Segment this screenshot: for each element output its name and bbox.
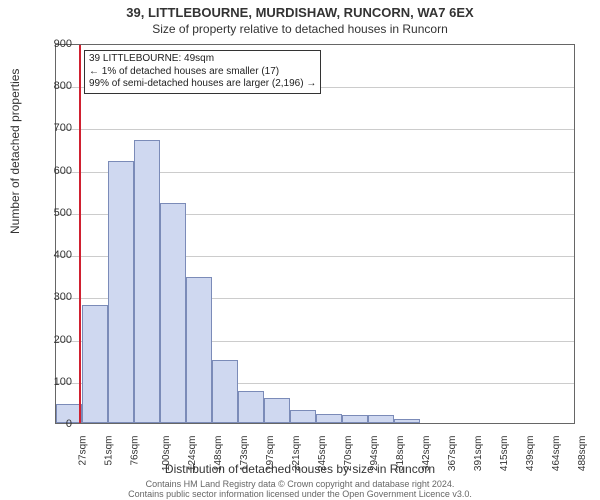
x-axis-label: Distribution of detached houses by size … bbox=[0, 462, 600, 476]
footer-line-2: Contains public sector information licen… bbox=[128, 489, 472, 499]
histogram-bar bbox=[238, 391, 264, 423]
annotation-line-2: ← 1% of detached houses are smaller (17) bbox=[89, 66, 316, 79]
y-tick-label: 800 bbox=[54, 80, 72, 92]
histogram-bar bbox=[108, 161, 134, 423]
y-axis-label: Number of detached properties bbox=[8, 69, 22, 234]
footer-attribution: Contains HM Land Registry data © Crown c… bbox=[0, 480, 600, 500]
histogram-bar bbox=[316, 414, 342, 423]
histogram-bar bbox=[160, 203, 186, 423]
footer-line-1: Contains HM Land Registry data © Crown c… bbox=[146, 479, 455, 489]
y-tick-label: 500 bbox=[54, 207, 72, 219]
y-tick-label: 400 bbox=[54, 249, 72, 261]
histogram-bar bbox=[394, 419, 420, 423]
histogram-bar bbox=[82, 305, 108, 423]
chart-title-1: 39, LITTLEBOURNE, MURDISHAW, RUNCORN, WA… bbox=[0, 5, 600, 20]
histogram-bar bbox=[134, 140, 160, 423]
y-tick-label: 200 bbox=[54, 334, 72, 346]
y-tick-label: 300 bbox=[54, 291, 72, 303]
marker-line bbox=[79, 45, 81, 423]
y-tick-label: 700 bbox=[54, 122, 72, 134]
histogram-bar bbox=[212, 360, 238, 423]
annotation-line-1: 39 LITTLEBOURNE: 49sqm bbox=[89, 53, 316, 66]
x-tick-label: 27sqm bbox=[78, 436, 89, 466]
y-tick-label: 0 bbox=[66, 418, 72, 430]
annotation-box: 39 LITTLEBOURNE: 49sqm← 1% of detached h… bbox=[84, 50, 321, 94]
chart-title-2: Size of property relative to detached ho… bbox=[0, 22, 600, 36]
y-tick-label: 600 bbox=[54, 165, 72, 177]
gridline bbox=[56, 129, 574, 130]
histogram-bar bbox=[368, 415, 394, 423]
histogram-bar bbox=[264, 398, 290, 423]
plot-area: 39 LITTLEBOURNE: 49sqm← 1% of detached h… bbox=[55, 44, 575, 424]
x-tick-label: 76sqm bbox=[130, 436, 141, 466]
histogram-bar bbox=[290, 410, 316, 423]
x-tick-label: 51sqm bbox=[104, 436, 115, 466]
y-tick-label: 900 bbox=[54, 38, 72, 50]
histogram-bar bbox=[342, 415, 368, 423]
histogram-bar bbox=[186, 277, 212, 423]
y-tick-label: 100 bbox=[54, 376, 72, 388]
annotation-line-3: 99% of semi-detached houses are larger (… bbox=[89, 78, 316, 91]
